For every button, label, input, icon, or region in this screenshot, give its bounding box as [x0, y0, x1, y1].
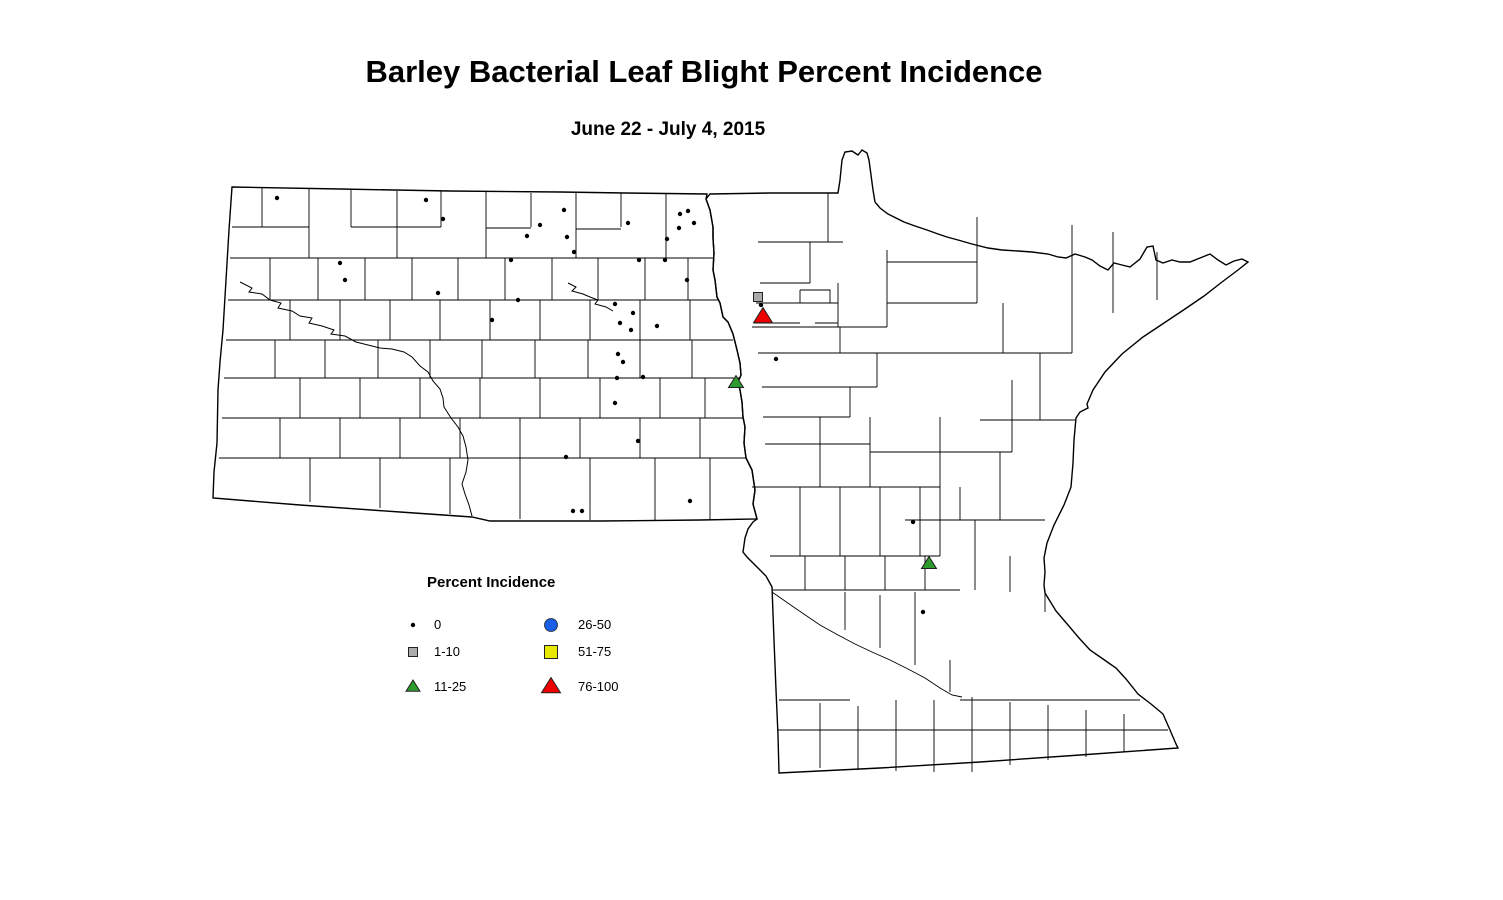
legend-item-51-75: 51-75 — [538, 639, 611, 663]
mn-county-lines — [752, 193, 1168, 772]
triangle-legend-icon — [405, 679, 421, 692]
marker-0 — [691, 220, 697, 226]
page-title: Barley Bacterial Leaf Blight Percent Inc… — [365, 54, 1043, 89]
marker-0 — [687, 498, 693, 504]
marker-0 — [617, 320, 623, 326]
marker-0 — [685, 208, 691, 214]
legend-item-label: 1-10 — [434, 643, 461, 659]
marker-0 — [662, 257, 668, 263]
marker-0 — [337, 260, 343, 266]
legend-item-11-25: 11-25 — [400, 674, 466, 698]
marker-0 — [920, 609, 926, 615]
map-markers — [274, 195, 938, 615]
dot-legend-icon — [410, 622, 416, 628]
marker-0 — [570, 508, 576, 514]
marker-0 — [614, 375, 620, 381]
marker-0 — [489, 317, 495, 323]
marker-0 — [612, 301, 618, 307]
marker-0 — [440, 216, 446, 222]
minnesota-outline — [705, 149, 1250, 774]
marker-0 — [342, 277, 348, 283]
marker-0 — [773, 356, 779, 362]
legend-item-0: 0 — [400, 612, 441, 636]
marker-0 — [628, 327, 634, 333]
legend-item-76-100: 76-100 — [538, 674, 618, 698]
marker-0 — [579, 508, 585, 514]
marker-0 — [654, 323, 660, 329]
marker-1-10 — [753, 292, 763, 302]
marker-11-25 — [920, 555, 938, 570]
page-subtitle: June 22 - July 4, 2015 — [570, 119, 766, 140]
marker-0 — [435, 290, 441, 296]
marker-0 — [664, 236, 670, 242]
marker-0 — [635, 438, 641, 444]
circle-legend-icon — [544, 618, 558, 632]
legend-item-label: 76-100 — [578, 678, 619, 694]
square-legend-icon — [544, 645, 558, 659]
marker-0 — [640, 374, 646, 380]
legend-title: Percent Incidence — [427, 574, 556, 591]
marker-0 — [524, 233, 530, 239]
marker-0 — [423, 197, 429, 203]
legend-item-label: 26-50 — [578, 616, 612, 632]
marker-0 — [758, 302, 764, 308]
nd-county-lines — [219, 188, 746, 520]
missouri-river-line — [239, 281, 614, 517]
marker-76-100 — [752, 306, 774, 324]
legend-item-26-50: 26-50 — [538, 612, 611, 636]
marker-0 — [515, 297, 521, 303]
marker-0 — [620, 359, 626, 365]
marker-0 — [612, 400, 618, 406]
triangle-legend-icon — [540, 676, 562, 694]
legend-item-label: 51-75 — [578, 643, 612, 659]
marker-0 — [677, 211, 683, 217]
north-dakota-outline — [212, 186, 758, 522]
marker-0 — [561, 207, 567, 213]
marker-0 — [563, 454, 569, 460]
marker-0 — [508, 257, 514, 263]
marker-0 — [571, 249, 577, 255]
marker-11-25 — [727, 374, 745, 389]
legend: Percent Incidence 0 1-10 11-25 26-50 51-75 76… — [400, 570, 700, 710]
marker-0 — [630, 310, 636, 316]
marker-0 — [537, 222, 543, 228]
legend-item-label: 11-25 — [434, 678, 467, 694]
legend-item-1-10: 1-10 — [400, 639, 460, 663]
legend-item-label: 0 — [434, 616, 442, 632]
marker-0 — [636, 257, 642, 263]
marker-0 — [910, 519, 916, 525]
marker-0 — [684, 277, 690, 283]
marker-0 — [564, 234, 570, 240]
marker-0 — [625, 220, 631, 226]
marker-0 — [274, 195, 280, 201]
square-legend-icon — [408, 647, 418, 657]
marker-0 — [615, 351, 621, 357]
marker-0 — [676, 225, 682, 231]
